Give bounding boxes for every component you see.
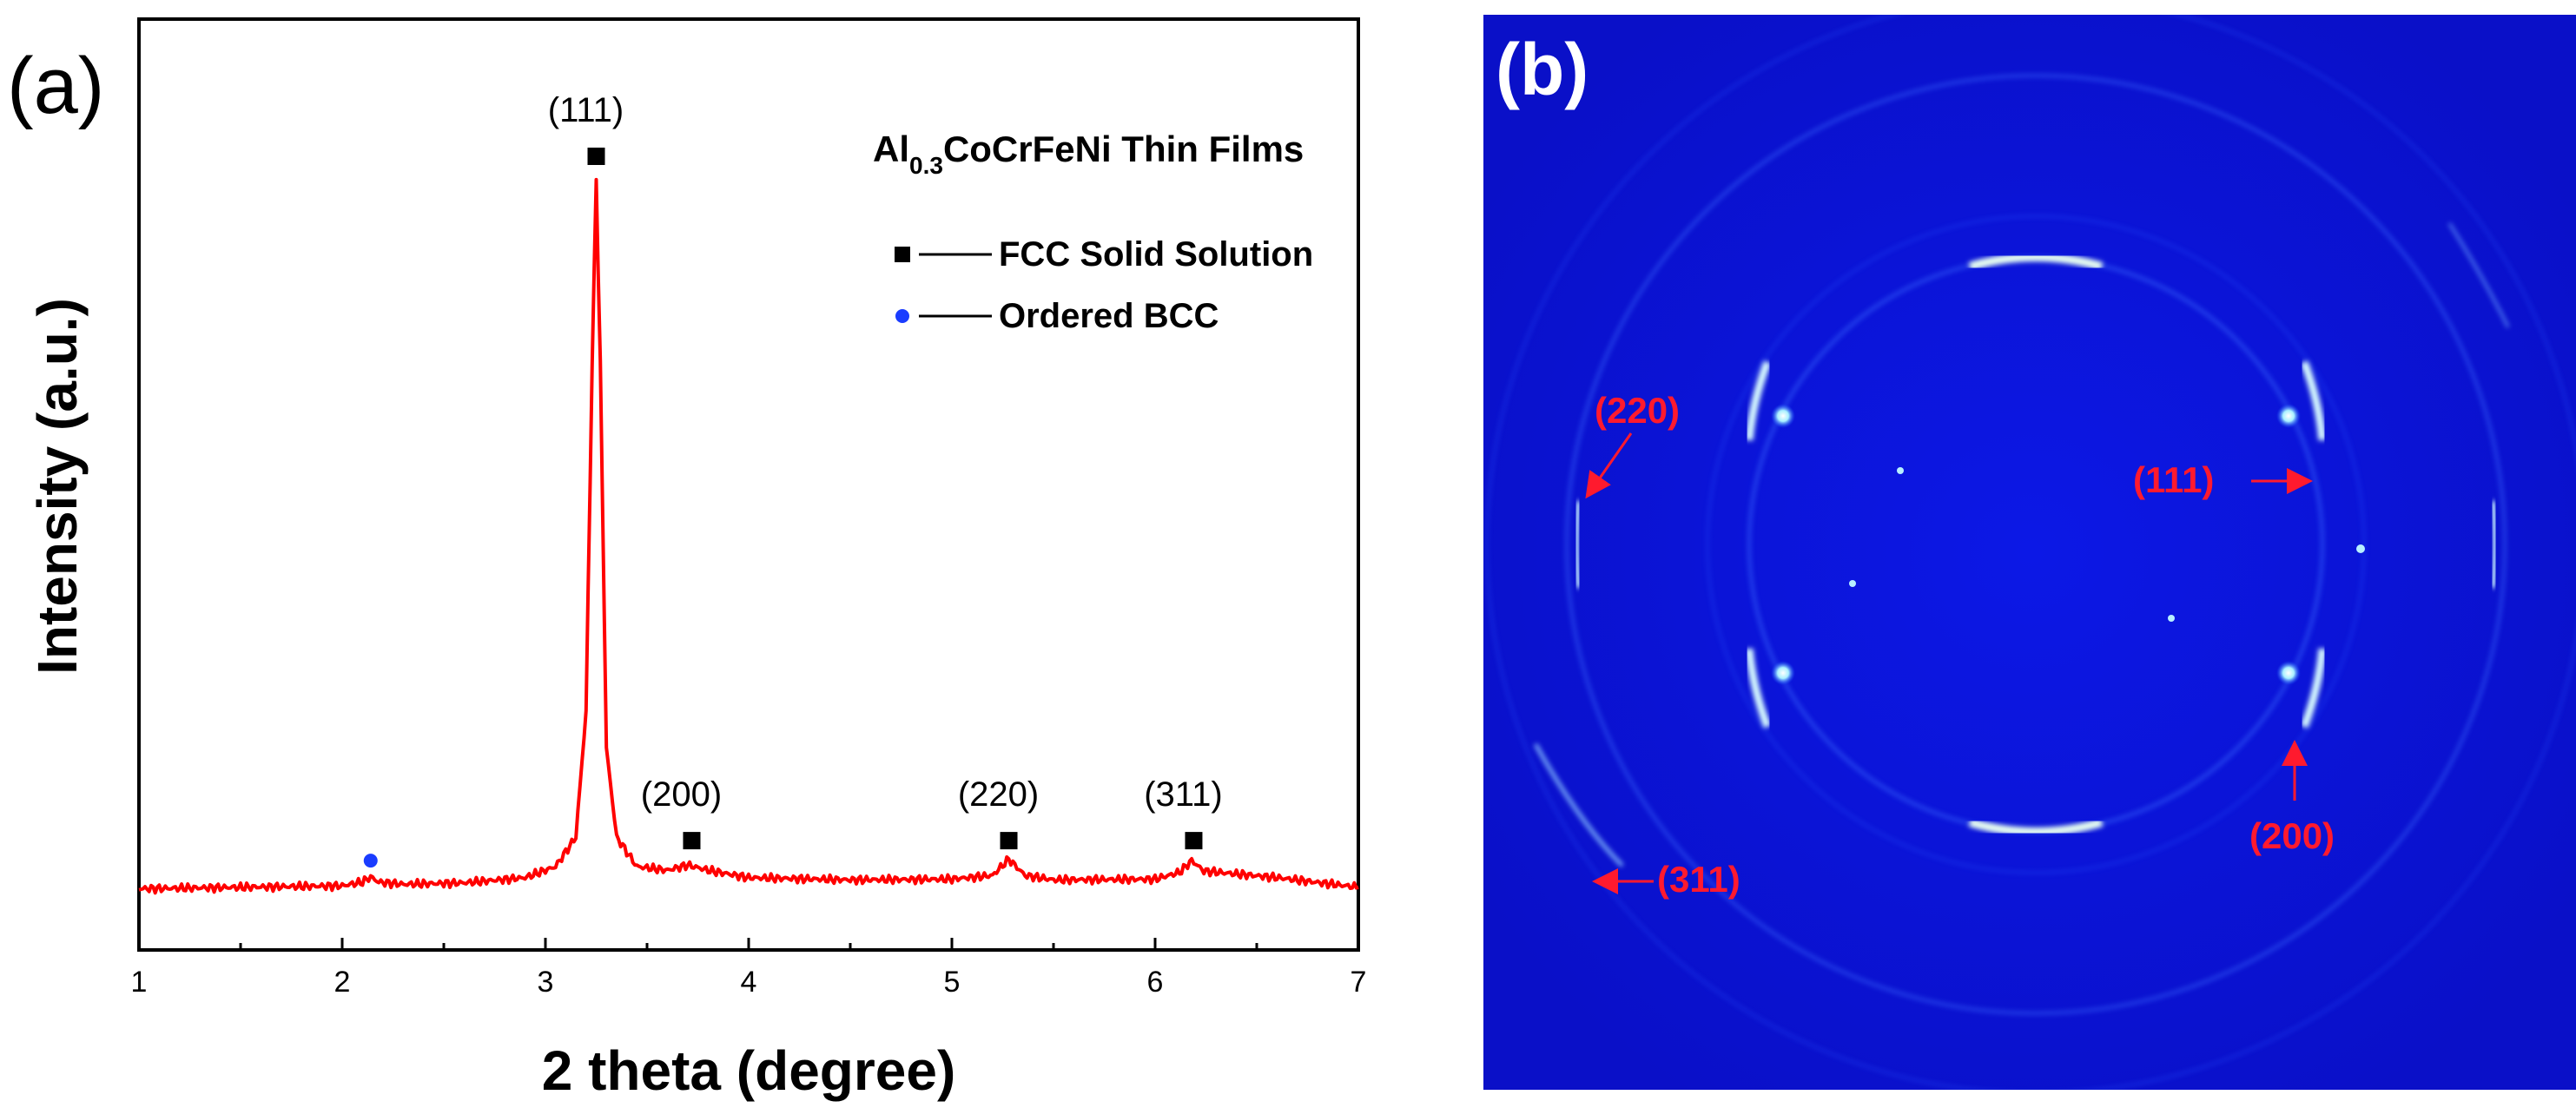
bcc-peak-marker (363, 854, 378, 868)
x-axis-tick-labels: 1 2 3 4 5 6 7 (131, 966, 1367, 999)
arc-311-lower-left (1533, 742, 1624, 867)
spot-3 (1771, 661, 1795, 685)
arc-right-upper (2300, 360, 2327, 441)
legend-fcc-label: FCC Solid Solution (999, 235, 1313, 274)
spot-4 (2276, 661, 2301, 685)
diffraction-pattern: (220) (111) (200) (311) (b) (1483, 15, 2576, 1090)
peak-label: (200) (641, 775, 722, 814)
arc-left-lower (1745, 648, 1772, 729)
fcc-peak-marker (1185, 832, 1203, 850)
x-tick-label: 1 (131, 966, 148, 999)
bright-arcs (1533, 221, 2510, 867)
pattern-background (1483, 15, 2576, 1090)
peak-label: (220) (958, 775, 1039, 814)
xrd-chart: (a) 1 2 3 4 5 6 7 2 theta (degree) Intensity (… (7, 17, 1367, 1102)
panel-a-label: (a) (7, 42, 104, 130)
peak-markers: (111) (200) (220) (311) (363, 91, 1223, 868)
x-tick-label: 7 (1351, 966, 1367, 999)
label-111: (111) (2133, 459, 2214, 500)
legend-bcc-label: Ordered BCC (999, 297, 1219, 335)
ring-220 (1565, 74, 2507, 1015)
label-311: (311) (1657, 859, 1740, 900)
x-axis-ticks (137, 938, 1360, 950)
arc-left-upper (1745, 360, 1772, 441)
ring-annotations: (220) (111) (200) (311) (1585, 390, 2335, 900)
x-tick-label: 2 (334, 966, 351, 999)
x-axis-label: 2 theta (degree) (542, 1039, 956, 1102)
spot-5 (1897, 467, 1904, 474)
arc-bottom (1968, 818, 2104, 836)
spot-6 (2168, 615, 2175, 622)
fcc-peak-marker (1000, 832, 1018, 850)
arc-right-lower (2300, 648, 2327, 729)
legend-title: Al0.3CoCrFeNi Thin Films (873, 129, 1304, 179)
x-tick-label: 4 (741, 966, 757, 999)
arrow-220 (1585, 432, 1633, 499)
legend: Al0.3CoCrFeNi Thin Films FCC Solid Solut… (873, 129, 1313, 335)
peak-label: (111) (548, 91, 624, 129)
peak-label: (311) (1144, 775, 1222, 814)
arc-top (1968, 253, 2104, 271)
spot-2 (2276, 404, 2301, 428)
spot-8 (1849, 580, 1856, 587)
arc-220-right (2490, 500, 2498, 589)
xrd-series-line (138, 177, 1359, 895)
spot-1 (1771, 404, 1795, 428)
x-tick-label: 3 (538, 966, 554, 999)
legend-fcc-marker (895, 247, 910, 262)
panel-b-label: (b) (1496, 29, 1589, 110)
x-tick-label: 6 (1147, 966, 1164, 999)
x-tick-label: 5 (944, 966, 961, 999)
legend-bcc-marker (895, 309, 909, 323)
label-200: (200) (2249, 815, 2335, 856)
fcc-peak-marker (587, 148, 605, 165)
ring-200 (1706, 214, 2366, 874)
arc-220-left (1574, 500, 1582, 589)
spot-7 (2356, 544, 2365, 553)
ring-311 (1485, 15, 2576, 1090)
fcc-peak-marker (683, 832, 701, 850)
y-axis-label: Intensity (a.u.) (26, 298, 89, 675)
label-220: (220) (1595, 390, 1680, 431)
arc-311-upper-right (2447, 221, 2510, 328)
